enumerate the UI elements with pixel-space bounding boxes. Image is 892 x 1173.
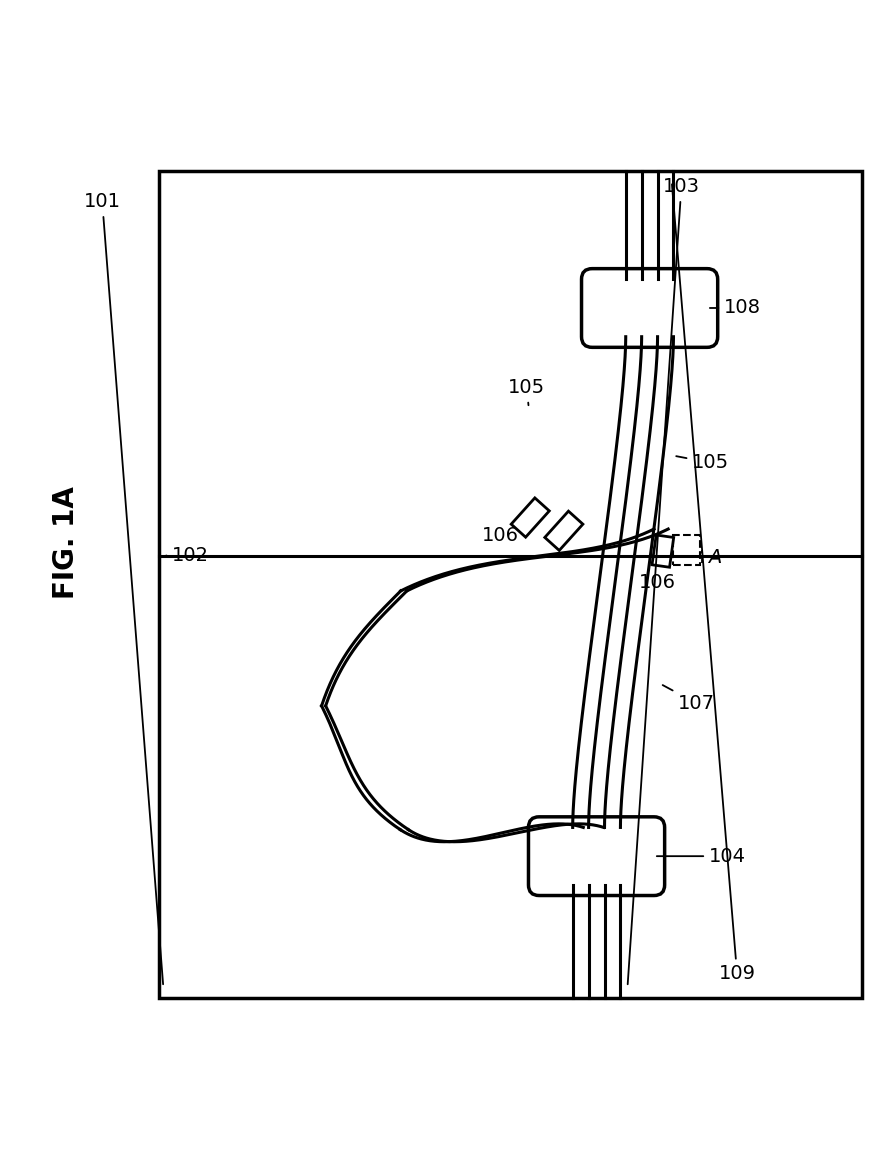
- Polygon shape: [652, 535, 673, 568]
- Bar: [159, 171, 862, 998]
- Text: 104: 104: [657, 847, 746, 866]
- Text: 106: 106: [482, 526, 518, 544]
- Text: 106: 106: [639, 574, 675, 592]
- FancyBboxPatch shape: [582, 269, 717, 347]
- Text: 103: 103: [627, 177, 699, 984]
- Text: 108: 108: [709, 298, 761, 318]
- Text: 101: 101: [84, 192, 163, 984]
- Text: 102: 102: [166, 547, 209, 565]
- Text: 105: 105: [508, 378, 545, 405]
- Bar: [673, 535, 699, 565]
- Text: 105: 105: [676, 453, 729, 473]
- Text: A: A: [707, 548, 721, 567]
- Polygon shape: [544, 511, 582, 550]
- Polygon shape: [511, 497, 549, 537]
- FancyBboxPatch shape: [528, 816, 665, 895]
- Text: FIG. 1A: FIG. 1A: [52, 486, 80, 598]
- Text: 107: 107: [662, 685, 714, 713]
- Text: 109: 109: [672, 184, 756, 983]
